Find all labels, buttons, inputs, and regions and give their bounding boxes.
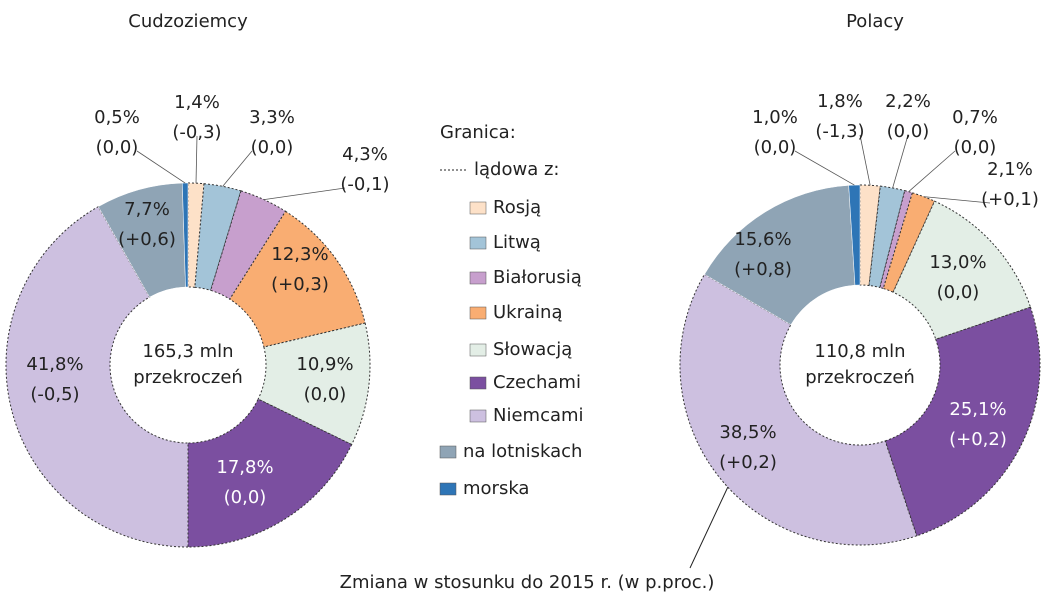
legend-label: Słowacją [493,339,572,360]
data-label: 1,0% [752,107,798,128]
change-label: (0,0) [937,282,980,303]
donut-segment [848,184,861,286]
data-label: 4,3% [342,144,388,165]
leader-line [136,150,186,184]
leader-line [263,187,346,200]
legend-label: Ukrainą [493,302,562,323]
change-label: (+0,6) [118,229,176,250]
legend-label: Czechami [493,372,581,393]
donut-segment [868,185,906,289]
note: Zmiana w stosunku do 2015 r. (w p.proc.) [340,572,715,593]
change-label: (0,0) [251,137,294,158]
change-label: (0,0) [887,121,930,142]
data-label: 41,8% [26,354,83,375]
chart-title: Cudzoziemcy [128,11,248,32]
change-label: (-0,5) [30,384,79,405]
leader-line [794,150,855,186]
legend-title: Granica: [440,122,516,143]
donut-segment [187,398,353,548]
change-label: (+0,3) [271,274,329,295]
center-label: 110,8 mln [814,341,905,362]
donut-segment [679,273,918,546]
legend-label: Białorusią [493,267,582,288]
data-label: 2,2% [885,91,931,112]
donut-segment [892,200,1032,340]
note-arrow [689,475,734,569]
data-label: 38,5% [719,422,776,443]
change-label: (-1,3) [815,121,864,142]
legend-group: lądowa z: [474,159,559,180]
legend-swatch [469,201,487,215]
change-label: (-0,3) [172,122,221,143]
donut-segment [882,192,936,293]
donut-segment [884,306,1041,537]
legend-label: Niemcami [493,405,584,426]
center-label: 165,3 mln [142,341,233,362]
donut-segment [5,205,189,548]
data-label: 13,0% [929,252,986,273]
donut-segment [879,190,914,290]
data-label: 0,5% [94,107,140,128]
legend-swatch [469,409,487,423]
donut-segment [704,185,856,326]
data-label: 1,8% [817,91,863,112]
legend-swatch [439,482,457,496]
chart-title: Polacy [846,11,904,32]
change-label: (0,0) [754,137,797,158]
change-label: (+0,2) [719,452,777,473]
change-label: (+0,1) [981,189,1039,210]
data-label: 10,9% [296,354,353,375]
change-label: (+0,2) [949,429,1007,450]
data-label: 0,7% [952,107,998,128]
change-label: (0,0) [96,137,139,158]
donut-segment [257,322,371,446]
legend-swatch [469,306,487,320]
data-label: 3,3% [249,107,295,128]
legend-swatch [469,271,487,285]
legend-label: Rosją [493,197,541,218]
data-label: 2,1% [987,159,1033,180]
data-label: 7,7% [124,199,170,220]
leader-line [923,196,991,204]
change-label: (-0,1) [340,174,389,195]
legend-label: na lotniskach [463,441,582,462]
data-label: 15,6% [734,229,791,250]
leader-line [859,134,871,186]
change-label: (0,0) [224,487,267,508]
center-label: przekroczeń [133,367,243,388]
leader-line [195,135,198,184]
leader-line [222,150,253,187]
legend-swatch [469,236,487,250]
legend-swatch [469,343,487,357]
change-label: (0,0) [954,137,997,158]
legend-swatch [439,445,457,459]
legend-swatch [469,376,487,390]
data-label: 17,8% [216,457,273,478]
legend-label: morska [463,478,529,499]
donut-segment [182,182,189,288]
leader-line [908,150,956,192]
data-label: 25,1% [949,399,1006,420]
change-label: (+0,8) [734,259,792,280]
change-label: (0,0) [304,384,347,405]
data-label: 1,4% [174,92,220,113]
data-label: 12,3% [271,244,328,265]
leader-line [892,134,909,189]
center-label: przekroczeń [805,367,915,388]
legend-label: Litwą [493,232,541,253]
